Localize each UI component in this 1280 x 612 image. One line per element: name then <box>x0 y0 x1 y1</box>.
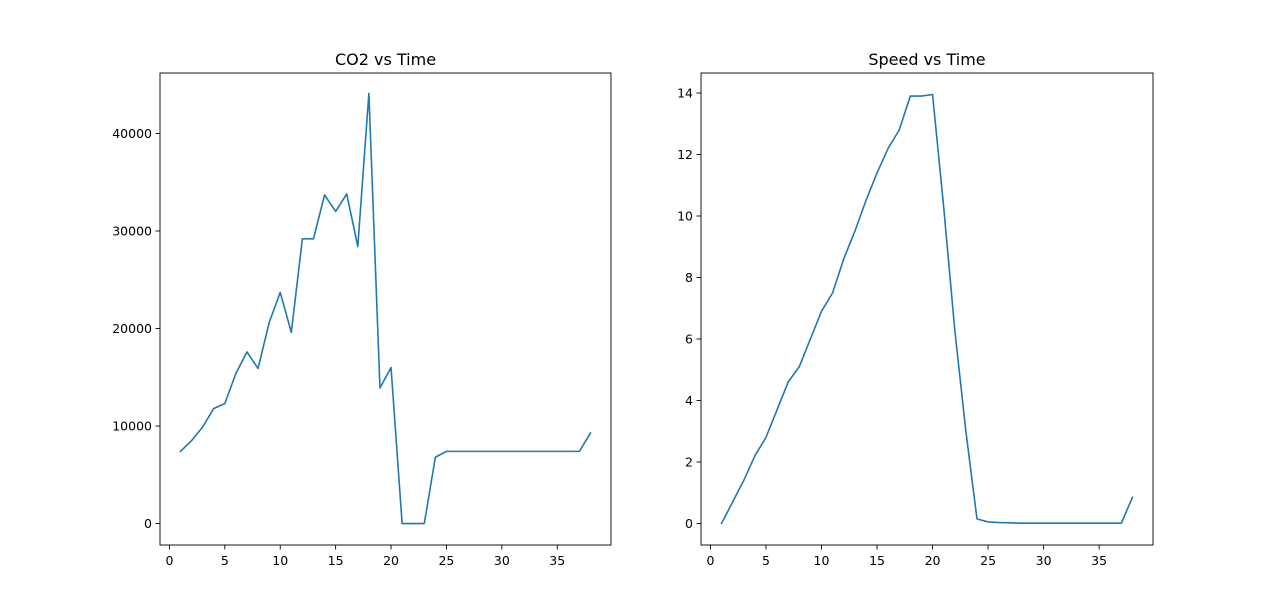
y-tick-label: 8 <box>685 270 693 285</box>
x-tick-label: 30 <box>494 553 510 568</box>
series-line-co2 <box>179 92 592 525</box>
y-tick-label: 30000 <box>112 223 152 238</box>
y-tick-label: 14 <box>677 85 693 100</box>
x-tick-label: 10 <box>814 553 830 568</box>
x-tick-label: 5 <box>762 553 770 568</box>
x-tick-label: 35 <box>1091 553 1107 568</box>
series-line-speed <box>720 93 1134 525</box>
chart-panel-speed: Speed vs Time 0 5 10 15 20 25 30 35 0 2 4 6 8 10 12 14 <box>677 50 1154 568</box>
x-tick-label: 15 <box>869 553 885 568</box>
y-tick-label: 2 <box>685 454 693 469</box>
x-tick-label: 10 <box>272 553 288 568</box>
chart-panel-co2: CO2 vs Time 0 5 10 15 20 25 30 35 0 10000 20000 3000… <box>112 50 612 568</box>
x-tick-label: 25 <box>438 553 454 568</box>
x-tick-label: 35 <box>549 553 565 568</box>
y-tick-label: 0 <box>685 516 693 531</box>
chart-title: Speed vs Time <box>868 50 985 69</box>
y-tick-label: 12 <box>677 147 693 162</box>
plot-frame <box>159 72 612 546</box>
y-tick-label: 10 <box>677 208 693 223</box>
y-tick-label: 40000 <box>112 126 152 141</box>
x-tick-label: 0 <box>706 553 714 568</box>
x-tick-label: 30 <box>1036 553 1052 568</box>
x-tick-label: 0 <box>165 553 173 568</box>
x-tick-label: 5 <box>221 553 229 568</box>
plot-frame <box>700 72 1154 546</box>
y-tick-label: 6 <box>685 331 693 346</box>
x-tick-label: 20 <box>925 553 941 568</box>
x-tick-label: 25 <box>980 553 996 568</box>
chart-title: CO2 vs Time <box>335 50 436 69</box>
x-tick-label: 20 <box>383 553 399 568</box>
y-tick-label: 0 <box>144 516 152 531</box>
y-tick-label: 10000 <box>112 419 152 434</box>
y-tick-label: 4 <box>685 393 693 408</box>
x-tick-label: 15 <box>328 553 344 568</box>
y-tick-label: 20000 <box>112 321 152 336</box>
